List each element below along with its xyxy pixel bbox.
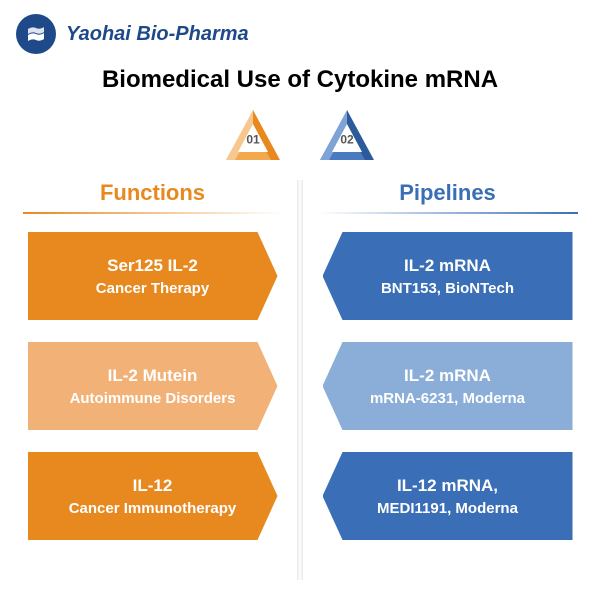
card-subtitle: Cancer Immunotherapy bbox=[69, 500, 237, 517]
pipeline-card: IL-2 mRNA mRNA-6231, Moderna bbox=[323, 342, 573, 430]
functions-heading: Functions bbox=[100, 180, 205, 206]
card-title: IL-12 bbox=[133, 476, 173, 496]
brand-name: Yaohai Bio-Pharma bbox=[66, 23, 249, 46]
card-title: IL-2 Mutein bbox=[108, 366, 198, 386]
card-subtitle: BNT153, BioNTech bbox=[381, 280, 514, 297]
center-divider bbox=[297, 180, 303, 580]
function-card: Ser125 IL-2 Cancer Therapy bbox=[28, 232, 278, 320]
columns: Functions Ser125 IL-2 Cancer Therapy IL-… bbox=[0, 180, 600, 562]
header: Yaohai Bio-Pharma bbox=[0, 0, 600, 60]
triangle-badge-01: 01 bbox=[218, 106, 288, 170]
function-card: IL-2 Mutein Autoimmune Disorders bbox=[28, 342, 278, 430]
card-subtitle: mRNA-6231, Moderna bbox=[370, 390, 525, 407]
pipeline-card: IL-2 mRNA BNT153, BioNTech bbox=[323, 232, 573, 320]
badge-number-01: 01 bbox=[246, 132, 259, 146]
card-title: IL-2 mRNA bbox=[404, 256, 491, 276]
pipelines-column: Pipelines IL-2 mRNA BNT153, BioNTech IL-… bbox=[315, 180, 580, 562]
card-subtitle: Cancer Therapy bbox=[96, 280, 209, 297]
card-subtitle: MEDI1191, Moderna bbox=[377, 500, 518, 517]
underline-right bbox=[318, 212, 578, 214]
pipelines-heading: Pipelines bbox=[399, 180, 496, 206]
pipeline-card: IL-12 mRNA, MEDI1191, Moderna bbox=[323, 452, 573, 540]
triangle-badge-02: 02 bbox=[312, 106, 382, 170]
infographic-container: Yaohai Bio-Pharma Biomedical Use of Cyto… bbox=[0, 0, 600, 600]
underline-left bbox=[23, 212, 283, 214]
functions-column: Functions Ser125 IL-2 Cancer Therapy IL-… bbox=[20, 180, 285, 562]
page-title: Biomedical Use of Cytokine mRNA bbox=[0, 66, 600, 94]
card-subtitle: Autoimmune Disorders bbox=[70, 390, 236, 407]
card-title: Ser125 IL-2 bbox=[107, 256, 198, 276]
function-card: IL-12 Cancer Immunotherapy bbox=[28, 452, 278, 540]
logo-icon bbox=[16, 14, 56, 54]
card-title: IL-2 mRNA bbox=[404, 366, 491, 386]
card-title: IL-12 mRNA, bbox=[397, 476, 498, 496]
triangle-badges: 01 02 bbox=[0, 106, 600, 170]
badge-number-02: 02 bbox=[340, 132, 353, 146]
